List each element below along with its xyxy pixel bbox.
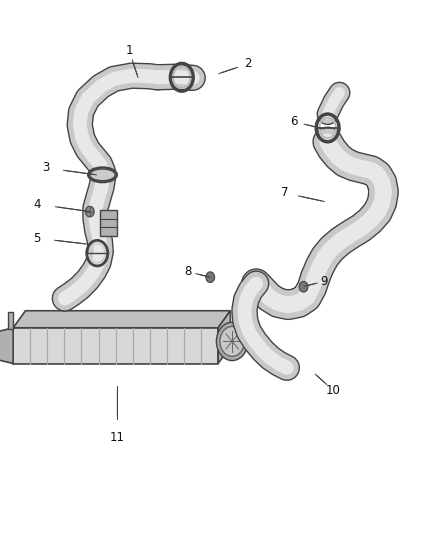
Polygon shape [8,312,13,329]
Polygon shape [218,311,230,364]
Ellipse shape [90,169,115,181]
Ellipse shape [88,167,117,182]
Circle shape [220,326,244,356]
Circle shape [206,272,215,282]
Text: 9: 9 [320,275,328,288]
Circle shape [299,281,308,292]
Polygon shape [13,311,230,328]
Text: 1: 1 [125,44,133,57]
Text: 8: 8 [185,265,192,278]
Circle shape [85,206,94,217]
Text: 6: 6 [290,115,297,128]
Text: 2: 2 [244,58,251,70]
Text: 11: 11 [110,431,125,443]
Bar [100,210,117,236]
Text: 7: 7 [281,187,289,199]
Text: 3: 3 [42,161,49,174]
Circle shape [216,322,248,360]
Polygon shape [0,328,13,364]
Text: 5: 5 [34,232,41,245]
Polygon shape [13,328,218,364]
Text: 4: 4 [33,198,41,211]
Text: 10: 10 [325,384,340,397]
